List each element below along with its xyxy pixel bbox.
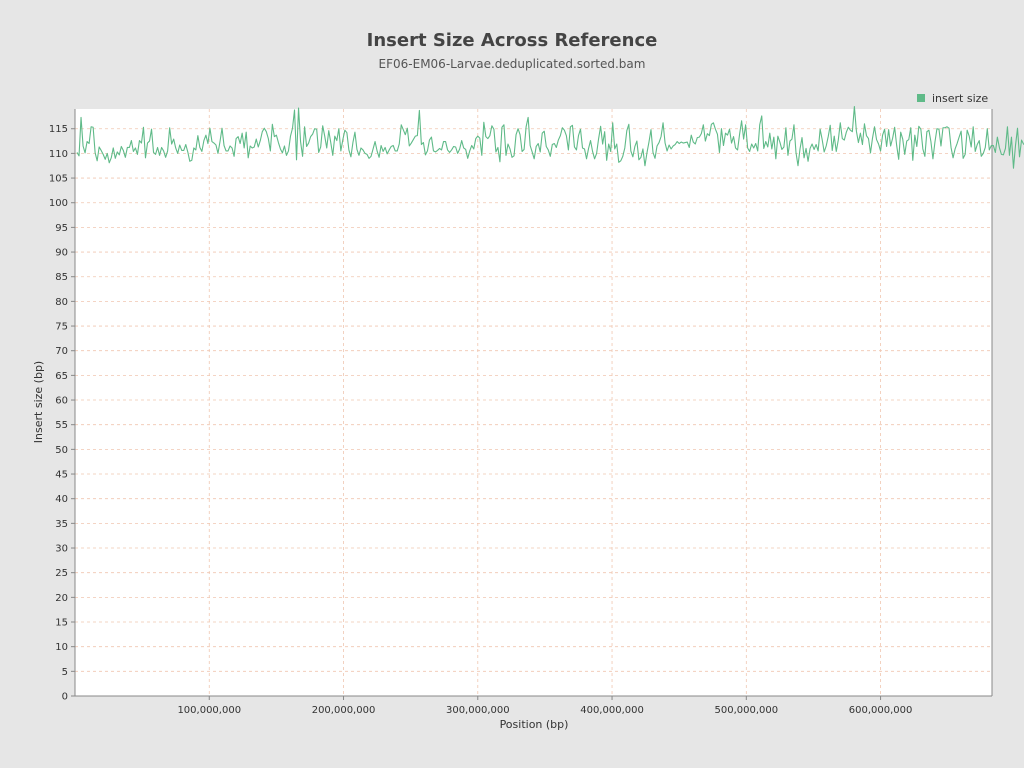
y-tick-label: 0 [62, 692, 68, 703]
y-tick-label: 85 [55, 272, 68, 283]
ticks-layer: 0 5 10 15 20 25 30 35 40 45 50 55 60 65 70 75 80 85 90 95 10… [49, 124, 912, 716]
y-tick-label: 40 [55, 494, 68, 505]
chart-title: Insert Size Across Reference [366, 30, 658, 51]
y-tick-label: 115 [49, 124, 68, 135]
axes-layer [74, 109, 993, 697]
y-tick-label: 110 [49, 149, 68, 160]
x-tick-label: 200,000,000 [312, 705, 376, 716]
plot-background [75, 109, 992, 696]
x-tick-label: 100,000,000 [177, 705, 241, 716]
y-tick-label: 5 [62, 667, 68, 678]
y-tick-label: 100 [49, 198, 68, 209]
y-tick-label: 70 [55, 346, 68, 357]
y-tick-label: 75 [55, 322, 68, 333]
y-tick-label: 10 [55, 642, 68, 653]
y-tick-label: 90 [55, 248, 68, 259]
legend-label: insert size [932, 92, 988, 105]
grid-layer [75, 109, 992, 697]
y-tick-label: 95 [55, 223, 68, 234]
x-tick-label: 500,000,000 [714, 705, 778, 716]
y-tick-label: 60 [55, 396, 68, 407]
series-layer [76, 105, 1024, 169]
chart-subtitle: EF06-EM06-Larvae.deduplicated.sorted.bam [378, 57, 646, 71]
y-tick-label: 25 [55, 568, 68, 579]
y-tick-label: 50 [55, 445, 68, 456]
y-tick-label: 35 [55, 519, 68, 530]
x-axis-label: Position (bp) [500, 718, 569, 731]
series-line-insert-size [76, 105, 1024, 169]
y-tick-label: 80 [55, 297, 68, 308]
y-tick-label: 65 [55, 371, 68, 382]
x-tick-label: 600,000,000 [849, 705, 913, 716]
y-tick-label: 105 [49, 174, 68, 185]
legend-swatch [917, 94, 925, 102]
y-axis-label: Insert size (bp) [32, 361, 45, 443]
x-tick-label: 300,000,000 [446, 705, 510, 716]
legend: insert size [917, 92, 988, 105]
y-tick-label: 20 [55, 593, 68, 604]
x-tick-label: 400,000,000 [580, 705, 644, 716]
y-tick-label: 15 [55, 618, 68, 629]
y-tick-label: 45 [55, 470, 68, 481]
y-tick-label: 55 [55, 420, 68, 431]
y-tick-label: 30 [55, 544, 68, 555]
